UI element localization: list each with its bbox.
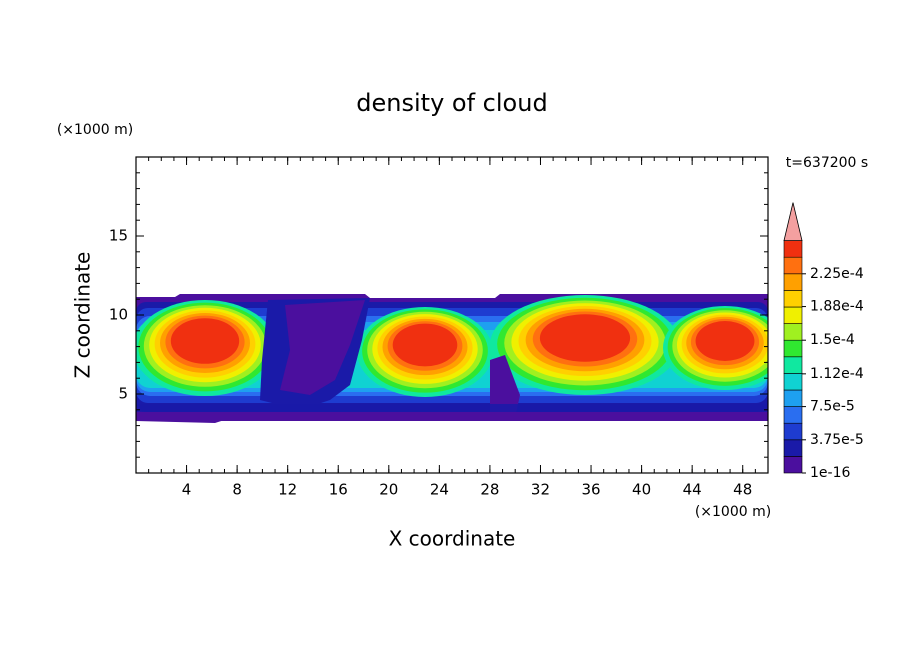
colorbar-band (783, 240, 803, 258)
x-tick-label: 12 (278, 481, 297, 499)
x-unit: (×1000 m) (695, 504, 771, 520)
cloud-cell (392, 323, 458, 367)
colorbar-band (783, 373, 803, 391)
colorbar-tick-label: 1.12e-4 (810, 366, 864, 382)
x-tick-label: 4 (182, 481, 192, 499)
colorbar-band (783, 456, 803, 474)
x-tick-label: 20 (379, 481, 398, 499)
colorbar-band (783, 323, 803, 341)
x-tick-label: 16 (329, 481, 348, 499)
cloud-floor (136, 412, 768, 421)
colorbar-band (783, 406, 803, 424)
x-tick-label: 48 (733, 481, 752, 499)
colorbar-band (783, 356, 803, 374)
x-tick-label: 24 (430, 481, 449, 499)
y-unit: (×1000 m) (57, 122, 133, 138)
colorbar-band (783, 389, 803, 407)
colorbar-band (783, 439, 803, 457)
x-tick-label: 28 (480, 481, 499, 499)
x-tick-label: 40 (632, 481, 651, 499)
colorbar-tick-label: 2.25e-4 (810, 266, 864, 282)
colorbar-tick-label: 1e-16 (810, 465, 850, 481)
colorbar-band (783, 339, 803, 358)
y-tick-label: 5 (118, 385, 128, 403)
colorbar-tick-label: 7.5e-5 (810, 399, 855, 415)
colorbar-band (783, 256, 803, 275)
colorbar-band (783, 273, 803, 291)
x-tick-label: 44 (683, 481, 702, 499)
y-tick-label: 15 (109, 227, 128, 245)
colorbar-band (783, 422, 803, 441)
colorbar-tick-label: 1.5e-4 (810, 332, 855, 348)
colorbar-band (783, 306, 803, 324)
chart-title: density of cloud (356, 89, 547, 117)
colorbar-band (783, 290, 803, 308)
x-axis-label: X coordinate (389, 527, 516, 551)
contour-field (136, 294, 768, 423)
colorbar-tick-label: 1.88e-4 (810, 299, 864, 315)
y-axis-label: Z coordinate (71, 252, 95, 379)
time-annotation: t=637200 s (786, 155, 868, 171)
colorbar-tick-label: 3.75e-5 (810, 432, 864, 448)
cloud-gap (490, 355, 520, 418)
cloud-cell (695, 321, 755, 361)
x-tick-label: 8 (232, 481, 242, 499)
x-tick-label: 32 (531, 481, 550, 499)
x-tick-label: 36 (581, 481, 600, 499)
cloud-cell (539, 314, 631, 362)
y-tick-label: 10 (109, 306, 128, 324)
cloud-gap (280, 300, 365, 395)
colorbar-extend (783, 202, 803, 241)
cloud-cell (170, 318, 240, 364)
